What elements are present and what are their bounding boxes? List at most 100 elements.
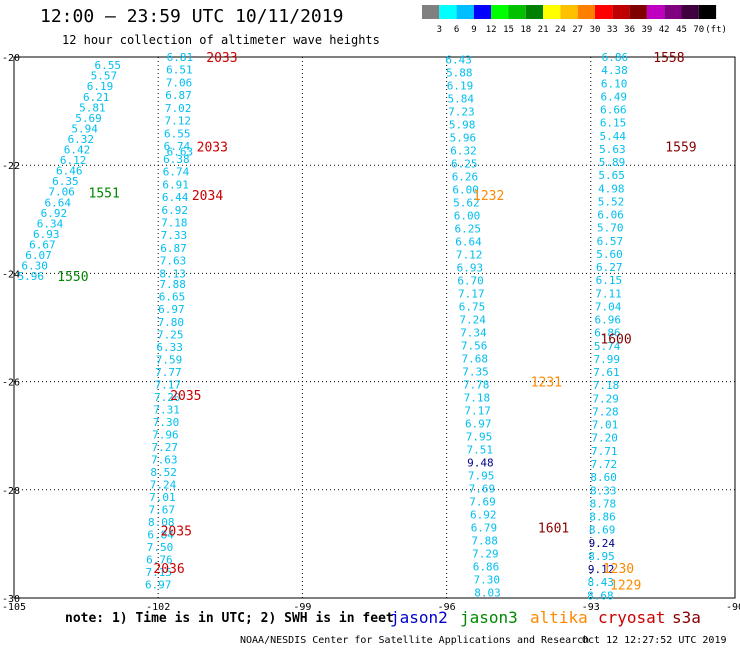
- pass-time-label: 1558: [653, 51, 684, 66]
- swh-value: 9.24: [589, 537, 616, 550]
- swh-value: 7.63: [151, 453, 178, 466]
- swh-value: 6.75: [459, 301, 486, 314]
- swh-value: 6.76: [146, 553, 173, 566]
- swh-value: 6.64: [455, 236, 482, 249]
- swh-value: 7.63: [160, 255, 187, 268]
- colorbar-swatch: [664, 5, 682, 19]
- swh-value: 6.93: [457, 262, 484, 275]
- swh-value: 5.98: [449, 119, 476, 132]
- swh-value: 6.87: [165, 89, 192, 102]
- x-tick-label: -105: [2, 602, 26, 610]
- swh-value: 6.65: [159, 291, 186, 304]
- swh-value: 6.06: [597, 209, 624, 222]
- legend-jason2: jason2: [390, 608, 448, 627]
- swh-value: 7.56: [461, 340, 488, 353]
- plot-frame: [13, 56, 736, 599]
- swh-value: 6.57: [597, 235, 624, 248]
- swh-value: 6.00: [452, 184, 479, 197]
- swh-value: 6.21: [83, 91, 110, 104]
- swh-value: 7.95: [466, 431, 493, 444]
- swh-value: 6.63: [167, 146, 194, 159]
- swh-value: 7.20: [154, 391, 181, 404]
- swh-value: 8.86: [589, 511, 616, 524]
- generated-timestamp: Oct 12 12:27:52 UTC 2019: [582, 635, 727, 646]
- colorbar-label: 30: [590, 25, 601, 35]
- y-tick-label: -24: [2, 269, 20, 280]
- swh-value: 7.30: [474, 574, 501, 587]
- legend-cryosat: cryosat: [598, 608, 666, 627]
- swh-value: 6.67: [29, 238, 56, 251]
- swh-value: 7.69: [469, 496, 496, 509]
- colorbar-swatch: [612, 5, 630, 19]
- swh-value: 7.18: [593, 379, 620, 392]
- colorbar-swatch: [560, 5, 578, 19]
- colorbar-swatch: [508, 5, 526, 19]
- swh-value: 9.48: [467, 457, 494, 470]
- swh-value: 5.84: [447, 93, 474, 106]
- swh-value: 5.96: [18, 270, 45, 283]
- legend-altika: altika: [530, 608, 588, 627]
- swh-value: 7.18: [161, 216, 188, 229]
- swh-value: 6.97: [158, 303, 185, 316]
- legend-s3a: s3a: [672, 608, 701, 627]
- swh-value: 5.89: [599, 156, 626, 169]
- swh-value: 5.81: [79, 101, 106, 114]
- plot-axes: -105 -102 -99 -96 -93 -90 -20 -22 -24 -26 -28 -30: [2, 53, 740, 610]
- swh-value: 6.19: [87, 80, 114, 93]
- swh-value: 5.88: [446, 67, 473, 80]
- y-tick-label: -20: [2, 53, 20, 64]
- colorbar-swatch: [595, 5, 613, 19]
- colorbar-swatch: [456, 5, 474, 19]
- swh-value: 6.96: [595, 314, 622, 327]
- swh-value: 6.15: [596, 274, 623, 287]
- swh-value: 6.27: [596, 261, 623, 274]
- swh-value: 8.43: [588, 576, 615, 589]
- swh-value: 7.59: [156, 353, 183, 366]
- x-tick-label: -90: [726, 602, 740, 610]
- swh-value: 7.95: [468, 470, 495, 483]
- pass-time-label: 1551: [89, 186, 120, 201]
- swh-value: 7.77: [155, 366, 182, 379]
- swh-value: 7.67: [149, 503, 176, 516]
- swh-value: 6.25: [455, 223, 482, 236]
- colorbar-label: 3: [437, 25, 442, 35]
- swh-value: 6.49: [601, 90, 628, 103]
- swh-value: 7.11: [595, 287, 622, 300]
- swh-value: 6.32: [68, 133, 95, 146]
- swh-value: 6.30: [21, 260, 48, 273]
- swh-value: 7.69: [469, 483, 496, 496]
- swh-value: 6.97: [465, 418, 492, 431]
- swh-value: 8.13: [159, 267, 186, 280]
- pass-time-label: 2033: [206, 51, 237, 66]
- pass-time-label: 2033: [197, 140, 228, 155]
- x-tick-label: -93: [582, 602, 600, 610]
- swh-value: 7.12: [164, 115, 191, 128]
- pass-time-label: 2035: [170, 389, 201, 404]
- y-tick-label: -26: [2, 378, 20, 389]
- swh-value: 6.64: [44, 196, 71, 209]
- legend-jason3: jason3: [460, 608, 518, 627]
- swh-value: 7.28: [592, 405, 619, 418]
- swh-value: 8.33: [590, 484, 617, 497]
- y-tick-label: -28: [2, 486, 20, 497]
- colorbar-swatch: [491, 5, 509, 19]
- wave-height-plot: -105 -102 -99 -96 -93 -90 -20 -22 -24 -26 -28 -30 6…: [2, 51, 740, 610]
- swh-value: 6.10: [601, 77, 628, 90]
- pass-time-label: 1232: [473, 189, 504, 204]
- swh-value: 7.18: [464, 392, 491, 405]
- swh-value: 6.74: [163, 166, 190, 179]
- pass-time-label: 1600: [600, 332, 631, 347]
- swh-value: 6.84: [147, 528, 174, 541]
- swh-value: 6.43: [445, 54, 472, 67]
- swh-value: 8.78: [590, 497, 617, 510]
- swh-value: 6.34: [37, 217, 64, 230]
- swh-value: 6.93: [33, 228, 60, 241]
- colorbar-label: 9: [471, 25, 476, 35]
- swh-value: 7.68: [462, 353, 489, 366]
- page-title: 12:00 — 23:59 UTC 10/11/2019: [40, 6, 344, 27]
- swh-value: 7.50: [147, 541, 174, 554]
- swh-value: 6.46: [56, 165, 83, 178]
- swh-value: 7.02: [165, 102, 192, 115]
- swh-value: 7.29: [472, 548, 499, 561]
- pass-time-label: 1231: [531, 376, 562, 391]
